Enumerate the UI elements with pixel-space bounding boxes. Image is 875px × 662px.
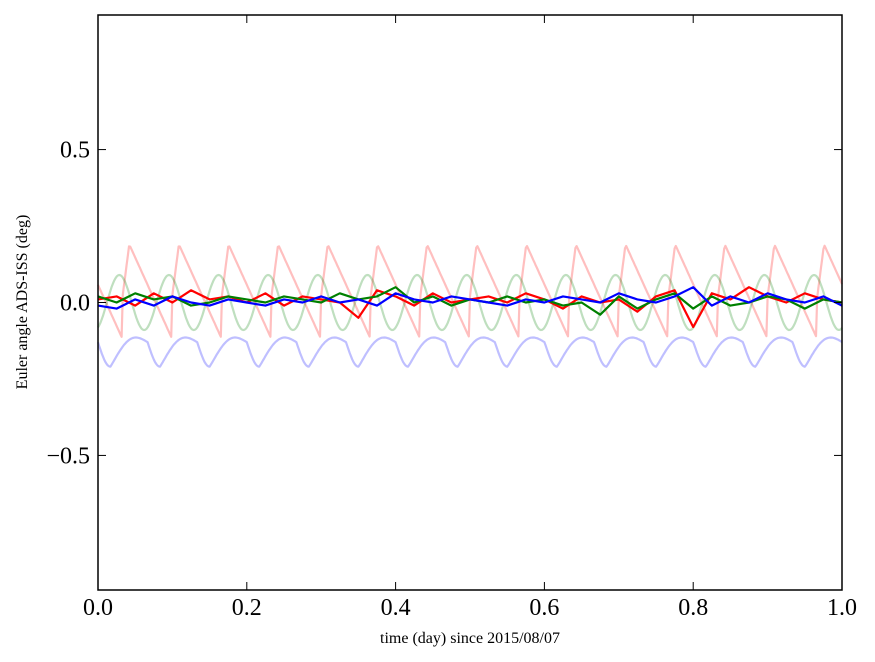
ticks-layer: 0.0 0.2 0.4 0.6 0.8 1.0 0.5 0.0 −0.5 — [46, 15, 857, 621]
plot-frame — [97, 14, 843, 591]
series-line-0 — [96, 244, 844, 338]
x-tick-label: 0.0 — [83, 595, 113, 621]
series-line-5 — [97, 286, 843, 310]
y-axis-label: Euler angle ADS-ISS (deg) — [14, 215, 31, 390]
y-tick-label: 0.5 — [60, 138, 90, 164]
x-tick-label: 0.2 — [232, 595, 262, 621]
x-axis-label: time (day) since 2015/08/07 — [380, 630, 560, 647]
series-layer — [96, 244, 844, 368]
series-line-1 — [97, 273, 843, 332]
x-tick-label: 0.4 — [381, 595, 411, 621]
x-tick-label: 1.0 — [827, 595, 857, 621]
x-tick-label: 0.8 — [678, 595, 708, 621]
x-tick-label: 0.6 — [529, 595, 559, 621]
series-line-2 — [96, 336, 843, 368]
y-tick-label: 0.0 — [60, 291, 90, 317]
y-tick-label: −0.5 — [46, 443, 90, 469]
